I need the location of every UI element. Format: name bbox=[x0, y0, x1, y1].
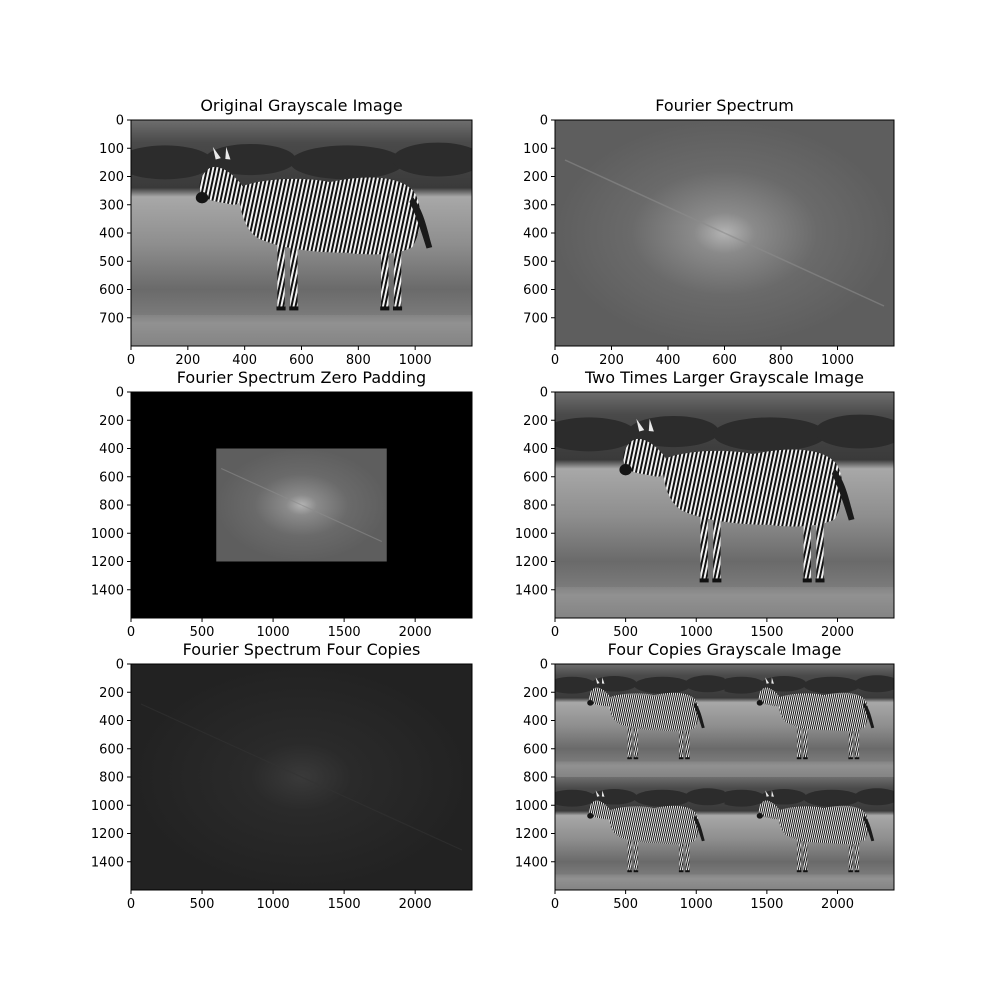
y-tick-label: 1200 bbox=[515, 555, 548, 570]
x-tick-label: 1000 bbox=[257, 897, 290, 912]
y-tick-label: 0 bbox=[116, 658, 124, 673]
y-tick-label: 1200 bbox=[91, 827, 124, 842]
subplot-title: Four Copies Grayscale Image bbox=[608, 640, 842, 659]
y-tick-label: 1400 bbox=[91, 855, 124, 870]
x-tick-label: 0 bbox=[127, 897, 135, 912]
subplot-title: Fourier Spectrum Four Copies bbox=[183, 640, 421, 659]
subplot-title: Original Grayscale Image bbox=[200, 96, 402, 115]
x-tick-label: 500 bbox=[190, 897, 215, 912]
x-tick-label: 2000 bbox=[399, 897, 432, 912]
x-tick-label: 2000 bbox=[821, 625, 854, 640]
y-tick-label: 0 bbox=[540, 658, 548, 673]
y-tick-label: 600 bbox=[523, 470, 548, 485]
y-tick-label: 0 bbox=[540, 114, 548, 129]
x-tick-label: 200 bbox=[175, 353, 200, 368]
x-tick-label: 0 bbox=[551, 897, 559, 912]
x-tick-label: 500 bbox=[613, 625, 638, 640]
x-tick-label: 1000 bbox=[680, 625, 713, 640]
y-tick-label: 800 bbox=[523, 499, 548, 514]
y-tick-label: 800 bbox=[99, 771, 124, 786]
x-tick-label: 1500 bbox=[328, 625, 361, 640]
subplot-title: Fourier Spectrum bbox=[655, 96, 794, 115]
x-tick-label: 0 bbox=[551, 353, 559, 368]
x-tick-label: 600 bbox=[712, 353, 737, 368]
image-area bbox=[555, 120, 894, 346]
y-tick-label: 600 bbox=[99, 742, 124, 757]
image-area bbox=[131, 120, 472, 346]
x-tick-label: 1500 bbox=[750, 625, 783, 640]
y-tick-label: 700 bbox=[523, 311, 548, 326]
subplot-4: 0 500 1000 1500 2000 0 200 400 600 800 1000 1200 140… bbox=[515, 368, 895, 640]
y-tick-label: 1200 bbox=[515, 827, 548, 842]
y-tick-label: 200 bbox=[99, 170, 124, 185]
y-tick-label: 0 bbox=[116, 386, 124, 401]
y-tick-label: 400 bbox=[99, 227, 124, 242]
y-tick-label: 1400 bbox=[91, 583, 124, 598]
x-tick-label: 0 bbox=[551, 625, 559, 640]
y-tick-label: 600 bbox=[523, 742, 548, 757]
y-tick-label: 400 bbox=[99, 714, 124, 729]
x-tick-label: 500 bbox=[613, 897, 638, 912]
x-tick-label: 2000 bbox=[399, 625, 432, 640]
y-tick-label: 1000 bbox=[91, 799, 124, 814]
y-tick-label: 800 bbox=[523, 771, 548, 786]
x-tick-label: 2000 bbox=[821, 897, 854, 912]
subplot-6: 0 500 1000 1500 2000 0 200 400 600 800 1000 1200 140… bbox=[515, 640, 895, 912]
image-area bbox=[131, 392, 472, 618]
y-tick-label: 100 bbox=[99, 142, 124, 157]
y-tick-label: 300 bbox=[523, 198, 548, 213]
x-tick-label: 500 bbox=[190, 625, 215, 640]
y-tick-label: 200 bbox=[523, 686, 548, 701]
subplot-5: 0 500 1000 1500 2000 0 200 400 600 800 1000 1200 140… bbox=[91, 640, 473, 912]
y-tick-label: 600 bbox=[99, 470, 124, 485]
x-tick-label: 0 bbox=[127, 353, 135, 368]
image-area bbox=[555, 664, 894, 890]
x-tick-label: 1500 bbox=[750, 897, 783, 912]
image-area bbox=[555, 392, 894, 618]
x-tick-label: 1000 bbox=[399, 353, 432, 368]
x-tick-label: 800 bbox=[346, 353, 371, 368]
y-tick-label: 1000 bbox=[515, 799, 548, 814]
y-tick-label: 400 bbox=[523, 442, 548, 457]
y-tick-label: 0 bbox=[116, 114, 124, 129]
x-tick-label: 0 bbox=[127, 625, 135, 640]
y-tick-label: 1400 bbox=[515, 583, 548, 598]
subplot-2: 0 200 400 600 800 1000 0 100 200 300 400 500 600 700 F… bbox=[523, 96, 895, 368]
y-tick-label: 100 bbox=[523, 142, 548, 157]
y-tick-label: 1200 bbox=[91, 555, 124, 570]
x-tick-label: 1000 bbox=[821, 353, 854, 368]
y-tick-label: 700 bbox=[99, 311, 124, 326]
subplot-1: 0 200 400 600 800 1000 0 100 200 300 400 500 600 700 O… bbox=[99, 96, 473, 368]
image-area bbox=[131, 664, 472, 890]
y-tick-label: 1000 bbox=[515, 527, 548, 542]
y-tick-label: 200 bbox=[523, 414, 548, 429]
y-tick-label: 200 bbox=[99, 686, 124, 701]
y-tick-label: 200 bbox=[523, 170, 548, 185]
x-tick-label: 400 bbox=[656, 353, 681, 368]
y-tick-label: 600 bbox=[99, 283, 124, 298]
x-tick-label: 200 bbox=[599, 353, 624, 368]
y-tick-label: 0 bbox=[540, 386, 548, 401]
x-tick-label: 800 bbox=[769, 353, 794, 368]
y-tick-label: 800 bbox=[99, 499, 124, 514]
y-tick-label: 300 bbox=[99, 198, 124, 213]
y-tick-label: 400 bbox=[523, 227, 548, 242]
x-tick-label: 1000 bbox=[680, 897, 713, 912]
subplot-3: 0 500 1000 1500 2000 0 200 400 600 800 1000 1200 140… bbox=[91, 368, 473, 640]
y-tick-label: 1000 bbox=[91, 527, 124, 542]
y-tick-label: 500 bbox=[523, 255, 548, 270]
y-tick-label: 200 bbox=[99, 414, 124, 429]
x-tick-label: 600 bbox=[289, 353, 314, 368]
y-tick-label: 400 bbox=[99, 442, 124, 457]
y-tick-label: 500 bbox=[99, 255, 124, 270]
x-tick-label: 400 bbox=[232, 353, 257, 368]
y-tick-label: 600 bbox=[523, 283, 548, 298]
x-tick-label: 1500 bbox=[328, 897, 361, 912]
x-tick-label: 1000 bbox=[257, 625, 290, 640]
subplot-title: Two Times Larger Grayscale Image bbox=[584, 368, 864, 387]
y-tick-label: 400 bbox=[523, 714, 548, 729]
y-tick-label: 1400 bbox=[515, 855, 548, 870]
subplot-title: Fourier Spectrum Zero Padding bbox=[177, 368, 426, 387]
